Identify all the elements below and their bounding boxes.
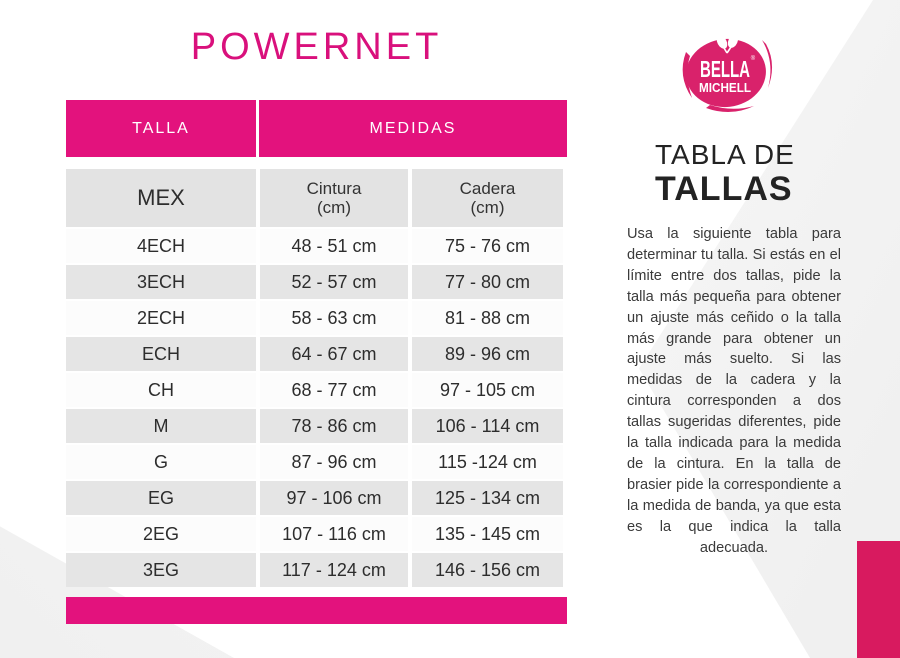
table-row: M 78 - 86 cm 106 - 114 cm — [66, 409, 567, 443]
logo-swirl-bottom — [706, 105, 754, 113]
cadera-unit: (cm) — [470, 198, 505, 217]
row-cadera: 77 - 80 cm — [412, 265, 563, 299]
table-row: 2ECH 58 - 63 cm 81 - 88 cm — [66, 301, 567, 335]
sizing-instructions: Usa la siguiente tabla para determinar t… — [627, 226, 841, 556]
row-talla: EG — [66, 481, 256, 515]
row-cadera: 146 - 156 cm — [412, 553, 563, 587]
row-cadera: 89 - 96 cm — [412, 337, 563, 371]
row-cintura: 107 - 116 cm — [260, 517, 408, 551]
bella-michell-logo-icon: BELLA ® MICHELL — [682, 34, 773, 113]
table-row: 2EG 107 - 116 cm 135 - 145 cm — [66, 517, 567, 551]
corner-accent-block — [857, 541, 900, 658]
registered-mark: ® — [751, 55, 756, 62]
row-cadera: 75 - 76 cm — [412, 229, 563, 263]
row-talla: G — [66, 445, 256, 479]
logo-text-line1: BELLA — [700, 56, 750, 82]
row-cintura: 48 - 51 cm — [260, 229, 408, 263]
row-cintura: 117 - 124 cm — [260, 553, 408, 587]
table-row: CH 68 - 77 cm 97 - 105 cm — [66, 373, 567, 407]
flower-icon — [716, 34, 739, 54]
row-talla: ECH — [66, 337, 256, 371]
row-talla: 3EG — [66, 553, 256, 587]
table-row: 3EG 117 - 124 cm 146 - 156 cm — [66, 553, 567, 587]
row-talla: 2EG — [66, 517, 256, 551]
row-cadera: 125 - 134 cm — [412, 481, 563, 515]
subheader-cintura: Cintura (cm) — [260, 169, 408, 227]
subheader-cadera: Cadera (cm) — [412, 169, 563, 227]
table-row: G 87 - 96 cm 115 -124 cm — [66, 445, 567, 479]
logo-text-line2: MICHELL — [699, 80, 751, 95]
row-cintura: 64 - 67 cm — [260, 337, 408, 371]
row-cintura: 68 - 77 cm — [260, 373, 408, 407]
row-cintura: 52 - 57 cm — [260, 265, 408, 299]
brand-logo: BELLA ® MICHELL — [676, 20, 776, 120]
section-heading: TABLA DE TALLAS — [655, 139, 795, 207]
subheader-mex: MEX — [66, 169, 256, 227]
heading-line2: TALLAS — [655, 170, 793, 208]
row-cintura: 58 - 63 cm — [260, 301, 408, 335]
footer-accent-bar — [66, 597, 567, 624]
table-subheader-row: MEX Cintura (cm) Cadera (cm) — [66, 169, 567, 227]
table-header-row: TALLA MEDIDAS — [66, 100, 567, 157]
row-talla: 4ECH — [66, 229, 256, 263]
size-table: TALLA MEDIDAS MEX Cintura (cm) Cadera (c… — [66, 100, 567, 589]
row-talla: CH — [66, 373, 256, 407]
logo-oval — [686, 38, 766, 108]
cintura-label: Cintura — [306, 179, 362, 198]
row-cadera: 106 - 114 cm — [412, 409, 563, 443]
row-cadera: 115 -124 cm — [412, 445, 563, 479]
cintura-unit: (cm) — [317, 198, 351, 217]
table-row: 4ECH 48 - 51 cm 75 - 76 cm — [66, 229, 567, 263]
page-title: POWERNET — [190, 26, 443, 68]
row-talla: 2ECH — [66, 301, 256, 335]
row-cintura: 97 - 106 cm — [260, 481, 408, 515]
cadera-label: Cadera — [459, 179, 516, 198]
table-row: EG 97 - 106 cm 125 - 134 cm — [66, 481, 567, 515]
row-cadera: 135 - 145 cm — [412, 517, 563, 551]
row-cintura: 87 - 96 cm — [260, 445, 408, 479]
header-medidas: MEDIDAS — [259, 100, 567, 157]
row-talla: M — [66, 409, 256, 443]
row-cadera: 81 - 88 cm — [412, 301, 563, 335]
header-talla: TALLA — [66, 100, 256, 157]
row-cadera: 97 - 105 cm — [412, 373, 563, 407]
logo-swirl-right — [762, 40, 773, 88]
table-row: ECH 64 - 67 cm 89 - 96 cm — [66, 337, 567, 371]
table-row: 3ECH 52 - 57 cm 77 - 80 cm — [66, 265, 567, 299]
row-talla: 3ECH — [66, 265, 256, 299]
heading-line1: TABLA DE — [655, 139, 795, 170]
row-cintura: 78 - 86 cm — [260, 409, 408, 443]
